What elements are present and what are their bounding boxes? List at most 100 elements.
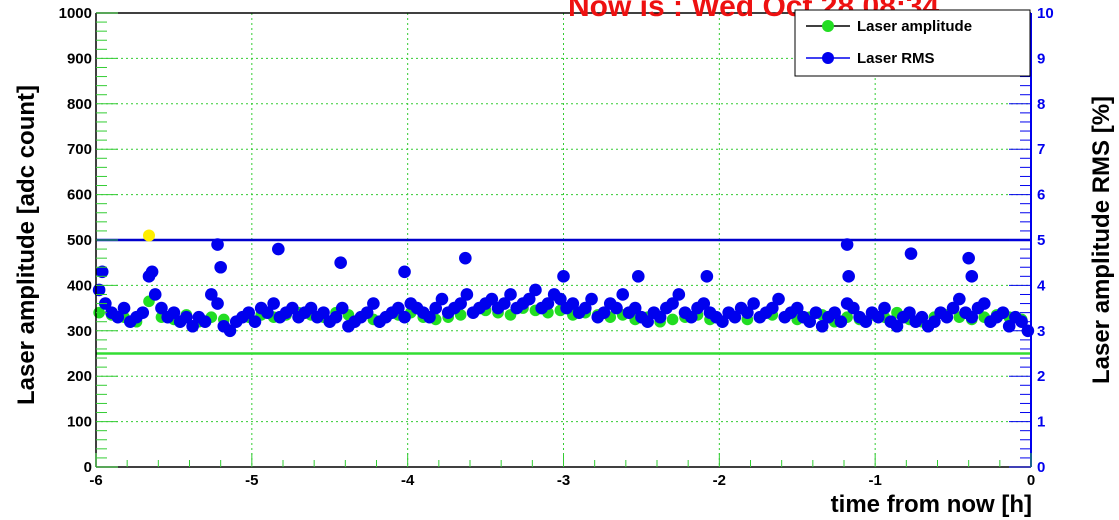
point-laser-rms bbox=[180, 310, 193, 324]
point-laser-rms bbox=[953, 292, 966, 306]
point-laser-rms bbox=[317, 306, 330, 319]
y2-tick-label: 10 bbox=[1037, 5, 1054, 22]
y2-tick-label: 4 bbox=[1037, 277, 1046, 294]
x-tick-label: -6 bbox=[89, 472, 102, 489]
y-tick-label: 600 bbox=[67, 187, 92, 204]
point-laser-rms bbox=[334, 256, 347, 270]
y2-tick-label: 6 bbox=[1037, 187, 1045, 204]
point-laser-rms bbox=[871, 310, 885, 324]
y-tick-label: 200 bbox=[67, 368, 92, 385]
point-laser-rms bbox=[684, 310, 698, 324]
point-laser-rms bbox=[267, 297, 280, 310]
point-laser-rms bbox=[772, 292, 785, 306]
point-laser-rms bbox=[847, 301, 860, 315]
point-laser-rms bbox=[459, 251, 472, 265]
point-laser-rms bbox=[242, 306, 256, 319]
point-laser-rms bbox=[167, 306, 181, 319]
point-laser-rms bbox=[716, 315, 729, 329]
point-laser-rms bbox=[741, 306, 754, 319]
legend-box bbox=[794, 9, 1031, 77]
legend: Laser amplitude Laser RMS bbox=[794, 9, 1031, 77]
y-tick-label: 700 bbox=[67, 141, 92, 158]
y2-tick-label: 7 bbox=[1037, 141, 1045, 158]
point-laser-rms bbox=[554, 292, 567, 306]
point-laser-rms bbox=[261, 306, 274, 319]
y2-tick-label: 2 bbox=[1037, 368, 1045, 385]
point-laser-rms bbox=[392, 301, 405, 315]
legend-label-rms: Laser RMS bbox=[857, 50, 935, 67]
point-laser-rms bbox=[965, 310, 979, 324]
y-tick-label: 1000 bbox=[59, 5, 92, 22]
reference-lines bbox=[96, 238, 1031, 355]
point-laser-amplitude bbox=[666, 313, 679, 326]
x-tick-label: -4 bbox=[401, 472, 415, 489]
point-laser-rms bbox=[211, 297, 224, 310]
point-laser-rms bbox=[522, 292, 536, 306]
point-laser-rms bbox=[148, 288, 162, 301]
y-axis-title: Laser amplitude [adc count] bbox=[13, 85, 40, 405]
axis-ticks: 0100200300400500600700800900100001234567… bbox=[59, 5, 1054, 489]
point-laser-rms bbox=[304, 301, 318, 315]
point-laser-rms bbox=[454, 297, 467, 310]
x-tick-label: -5 bbox=[245, 472, 258, 489]
y-tick-label: 500 bbox=[67, 232, 92, 249]
point-laser-rms bbox=[965, 270, 979, 283]
point-laser-rms bbox=[566, 297, 580, 310]
legend-marker-rms bbox=[822, 52, 834, 64]
x-tick-label: -2 bbox=[713, 472, 726, 489]
point-laser-rms bbox=[728, 310, 742, 324]
point-laser-rms bbox=[610, 301, 623, 315]
point-laser-rms bbox=[697, 297, 711, 310]
point-laser-rms bbox=[666, 297, 679, 310]
point-laser-rms bbox=[214, 260, 227, 274]
x-axis-title: time from now [h] bbox=[831, 491, 1032, 518]
point-laser-rms bbox=[435, 292, 449, 306]
point-laser-rms bbox=[700, 270, 714, 283]
point-laser-rms bbox=[946, 301, 960, 315]
point-laser-rms bbox=[747, 297, 760, 310]
grid bbox=[96, 13, 1031, 467]
point-laser-rms bbox=[497, 297, 511, 310]
point-laser-rms bbox=[766, 301, 779, 315]
point-laser-rms bbox=[977, 297, 991, 310]
point-laser-rms bbox=[890, 319, 904, 333]
legend-label-amplitude: Laser amplitude bbox=[857, 18, 972, 35]
y2-tick-label: 0 bbox=[1037, 459, 1045, 476]
point-laser-rms bbox=[423, 310, 436, 324]
y-tick-label: 0 bbox=[84, 459, 92, 476]
point-laser-rms bbox=[95, 265, 109, 279]
y-tick-label: 400 bbox=[67, 277, 92, 294]
point-laser-rms bbox=[286, 301, 299, 315]
point-laser-rms bbox=[928, 315, 941, 329]
point-laser-rms bbox=[597, 306, 611, 319]
point-laser-rms bbox=[834, 315, 848, 329]
y-tick-label: 100 bbox=[67, 414, 92, 431]
point-laser-rms bbox=[828, 306, 841, 319]
point-laser-rms bbox=[632, 270, 645, 283]
point-laser-rms bbox=[541, 297, 555, 310]
point-laser-rms bbox=[616, 288, 630, 301]
point-laser-rms bbox=[996, 306, 1010, 319]
point-laser-rms bbox=[117, 301, 131, 315]
point-laser-rms bbox=[840, 238, 854, 251]
x-tick-label: -3 bbox=[557, 472, 570, 489]
point-laser-rms bbox=[653, 310, 667, 324]
y-tick-label: 900 bbox=[67, 50, 92, 67]
point-laser-rms bbox=[1002, 319, 1016, 333]
point-laser-rms bbox=[155, 301, 168, 315]
y2-tick-label: 8 bbox=[1037, 96, 1045, 113]
y-tick-label: 800 bbox=[67, 96, 92, 113]
point-laser-rms bbox=[504, 288, 517, 301]
point-laser-rms bbox=[398, 310, 411, 324]
point-highlight bbox=[142, 229, 155, 242]
point-laser-rms bbox=[557, 270, 570, 283]
point-laser-rms bbox=[803, 315, 817, 329]
y-tick-label: 300 bbox=[67, 323, 92, 340]
point-laser-rms bbox=[940, 310, 954, 324]
point-laser-rms bbox=[335, 301, 349, 315]
point-laser-rms bbox=[223, 324, 237, 338]
legend-marker-amplitude bbox=[822, 20, 834, 32]
point-laser-rms bbox=[360, 306, 374, 319]
